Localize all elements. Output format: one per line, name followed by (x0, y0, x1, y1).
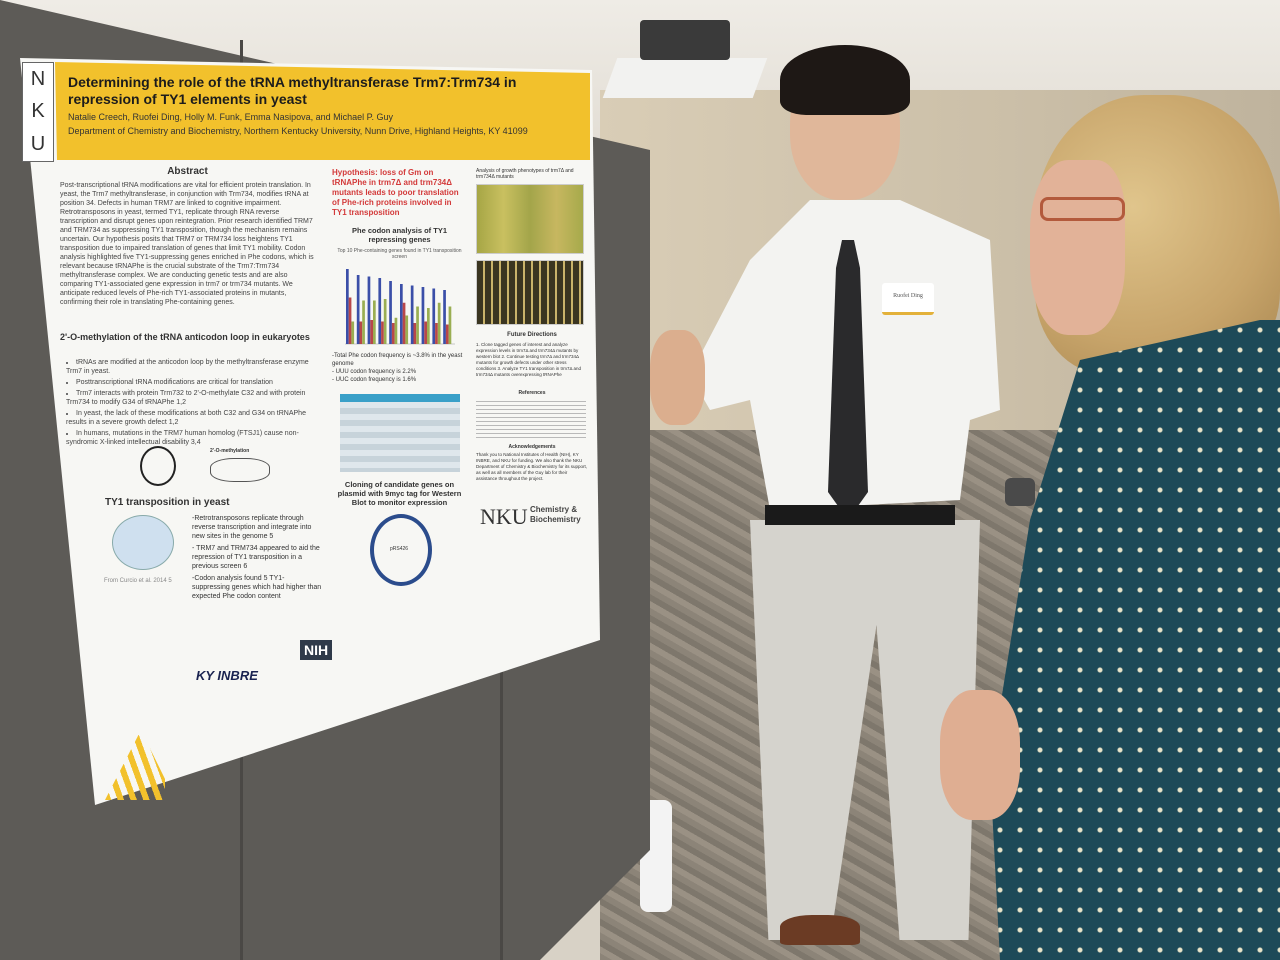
chart-bar (405, 315, 409, 344)
chart-bar (421, 287, 425, 344)
smartwatch (1005, 478, 1035, 506)
ty1-note: -Codon analysis found 5 TY1-suppressing … (192, 575, 322, 600)
anticodon-loop-diagram (140, 446, 176, 486)
poster-department: Department of Chemistry and Biochemistry… (68, 126, 528, 136)
man-hair (780, 45, 910, 115)
phe-note: -Total Phe codon frequency is ~3.8% in t… (332, 353, 463, 367)
methylation-heading: 2'-O-methylation of the tRNA anticodon l… (60, 332, 310, 342)
chart-bar (383, 299, 387, 344)
poster-title: Determining the role of the tRNA methylt… (68, 74, 517, 107)
bullet: tRNAs are modified at the anticodon loop… (66, 358, 318, 376)
woman-arm (940, 690, 1020, 820)
bullet: In yeast, the lack of these modification… (66, 409, 318, 427)
gene-table (340, 394, 460, 472)
chart-bar (445, 324, 449, 344)
gesturing-hand (650, 330, 705, 425)
chart-bar (370, 320, 373, 344)
chart-bar (362, 300, 365, 344)
chart-bar (432, 288, 436, 344)
future-text: 1. Clone tagged genes of interest and an… (476, 342, 581, 377)
chart-bar (416, 306, 419, 344)
logo-letter: K (31, 100, 45, 123)
projector (640, 20, 730, 60)
man-shoe (780, 915, 860, 945)
chart-bar (346, 269, 349, 344)
plasmid-map (370, 514, 432, 586)
belt (765, 505, 955, 525)
methylation-figure-label: 2'-O-methylation (210, 448, 250, 454)
ceiling-panel (602, 58, 768, 98)
poster-title-banner (55, 62, 590, 160)
methylation-bullets: tRNAs are modified at the anticodon loop… (66, 358, 318, 449)
growth-heading: Analysis of growth phenotypes of trm7Δ a… (476, 168, 574, 180)
logo-letter: N (30, 67, 46, 90)
chart-bar (413, 323, 417, 344)
abstract-text: Post-transcriptional tRNA modifications … (60, 182, 314, 306)
logo-letter: U (30, 133, 46, 156)
nku-dept-logo: Chemistry & Biochemistry (530, 505, 581, 524)
ty1-cycle-diagram (112, 515, 174, 570)
chart-bar (448, 306, 452, 344)
chart-bar (367, 276, 371, 344)
chart-bar (424, 321, 427, 344)
glasses (1040, 197, 1125, 221)
growth-plate-image (476, 260, 584, 325)
nku-logo: NKU (480, 504, 528, 529)
bullet: In humans, mutations in the TRM7 human h… (66, 429, 318, 447)
references-list (476, 398, 586, 438)
chart-bar (400, 284, 403, 344)
cloning-heading: Cloning of candidate genes on plasmid wi… (337, 480, 462, 507)
phe-notes: -Total Phe codon frequency is ~3.8% in t… (332, 352, 467, 384)
chart-bar (427, 308, 430, 344)
phe-heading: Phe codon analysis of TY1 repressing gen… (351, 226, 448, 244)
bullet: Posttranscriptional tRNA modifications a… (66, 378, 318, 387)
poster-authors: Natalie Creech, Ruofei Ding, Holly M. Fu… (68, 112, 393, 122)
plasmid-label: pRS426 (390, 546, 409, 552)
ack-heading: Acknowledgements (508, 444, 556, 450)
phe-codon-bar-chart (345, 269, 455, 345)
chart-bar (351, 321, 355, 344)
ty1-heading: TY1 transposition in yeast (105, 497, 230, 508)
woman-face (1030, 160, 1125, 335)
name-badge: Ruofei Ding (882, 283, 934, 315)
chart-bar (378, 278, 382, 344)
references-heading: References (518, 390, 546, 396)
abstract-heading: Abstract (167, 166, 208, 177)
chart-bar (381, 321, 384, 344)
chart-bar (389, 281, 392, 344)
ty1-note: - TRM7 and TRM734 appeared to aid the re… (192, 545, 320, 570)
phe-chart-title: Top 10 Phe-containing genes found in TY1… (337, 248, 462, 260)
ty1-note: -Retrotransposons replicate through reve… (192, 515, 312, 540)
phe-note: - UUC codon frequency is 1.6% (332, 377, 417, 383)
figure-credit: From Curcio et al. 2014 5 (104, 578, 172, 584)
bullet: Trm7 interacts with protein Trm732 to 2'… (66, 389, 318, 407)
chart-bar (443, 290, 446, 344)
chart-bar (410, 285, 414, 344)
hypothesis: Hypothesis: loss of Gm on tRNAPhe in trm… (332, 168, 459, 217)
phe-note: - UUU codon frequency is 2.2% (332, 369, 417, 375)
chart-bar (391, 323, 395, 344)
chart-bar (402, 302, 406, 344)
chart-bar (359, 321, 363, 344)
ribose-methylation-diagram (210, 458, 270, 482)
ty1-notes: -Retrotransposons replicate through reve… (192, 514, 322, 604)
nih-logo: NIH (300, 640, 333, 660)
chart-bar (394, 317, 398, 344)
badge-name: Ruofei Ding (893, 293, 923, 299)
chart-bar (437, 302, 441, 344)
chart-bar (373, 300, 376, 344)
future-heading: Future Directions (507, 332, 557, 338)
kyinbre-logo: KY INBRE (196, 668, 258, 683)
chart-bar (356, 275, 360, 344)
chart-bar (348, 297, 352, 344)
growth-plate-image (476, 184, 584, 254)
nku-periodic-logo: N K U (22, 62, 54, 162)
ack-text: Thank you to National Institutes of Heal… (476, 452, 588, 481)
chart-bar (435, 323, 438, 344)
